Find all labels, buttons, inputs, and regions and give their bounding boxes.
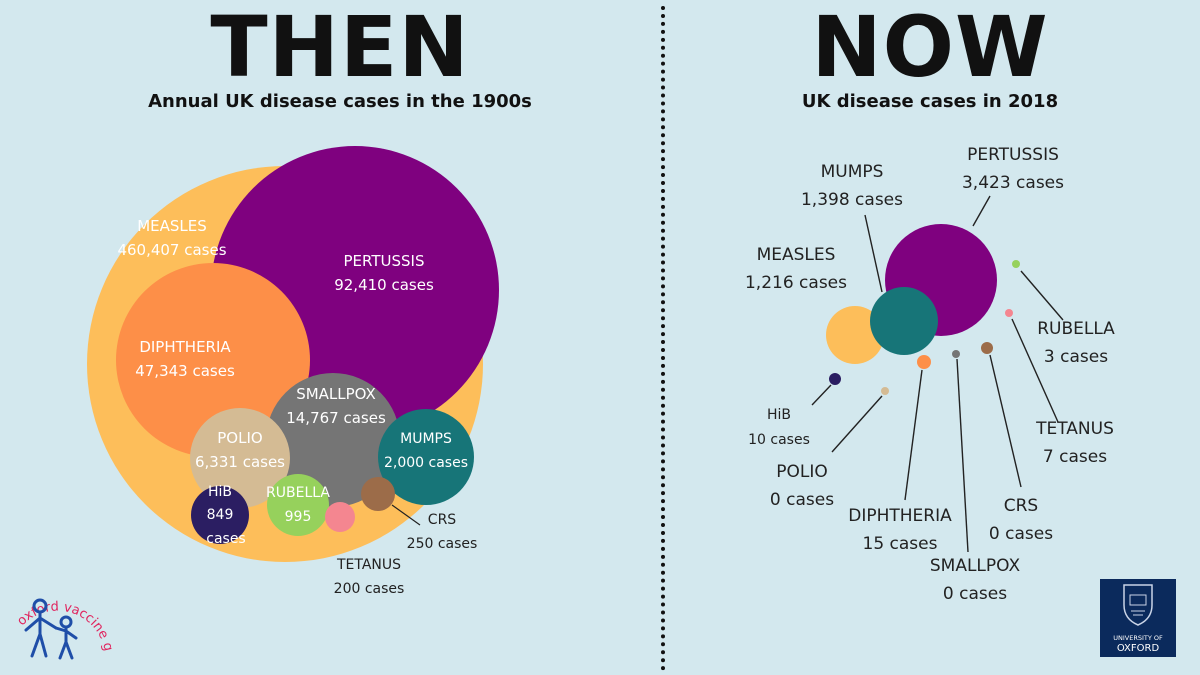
then-bubble-chart: MEASLES 460,407 cases PERTUSSIS 92,410 case… — [87, 146, 499, 597]
ovg-logo-text: oxford vaccine group — [12, 566, 116, 653]
then-bubble-hib — [191, 486, 249, 544]
now-label-hib: HiB — [767, 407, 791, 423]
now-label-polio: POLIO — [776, 462, 828, 482]
oxford-logo-line2: OXFORD — [1117, 643, 1160, 654]
now-label-rubella: RUBELLA — [1037, 319, 1115, 339]
then-value-measles: 460,407 cases — [117, 241, 226, 259]
then-label-hib: HiB — [208, 484, 232, 500]
now-bubble-mumps — [870, 287, 938, 355]
oxford-vaccine-group-logo: oxford vaccine group — [12, 566, 116, 660]
then-value-tetanus: 200 cases — [334, 581, 405, 597]
now-leader-smallpox — [956, 358, 969, 553]
then-value-rubella: 995 — [285, 509, 312, 525]
now-label-tetanus: TETANUS — [1035, 419, 1114, 439]
then-value-mumps: 2,000 cases — [384, 455, 468, 471]
now-bubble-tetanus — [1005, 309, 1013, 317]
then-leader-crs — [391, 504, 421, 526]
then-value-polio: 6,331 cases — [195, 453, 285, 471]
then-label-measles: MEASLES — [137, 217, 207, 235]
now-bubble-polio — [881, 387, 889, 395]
now-leader-tetanus — [1011, 318, 1059, 423]
then-bubble-crs — [361, 477, 395, 511]
now-value-polio: 0 cases — [770, 490, 834, 510]
now-label-mumps: MUMPS — [821, 162, 884, 182]
then-subtitle: Annual UK disease cases in the 1900s — [148, 91, 532, 112]
then-label-pertussis: PERTUSSIS — [344, 252, 425, 270]
then-heading: THEN — [210, 0, 470, 96]
now-value-mumps: 1,398 cases — [801, 190, 903, 210]
family-icon — [24, 598, 78, 660]
then-value-smallpox: 14,767 cases — [286, 409, 386, 427]
now-leader-mumps — [864, 214, 883, 293]
then-bubble-smallpox — [266, 373, 400, 507]
now-leader-diphtheria — [904, 369, 923, 501]
now-value-pertussis: 3,423 cases — [962, 173, 1064, 193]
then-value-pertussis: 92,410 cases — [334, 276, 434, 294]
oxford-crest-icon — [1123, 584, 1153, 626]
oxford-logo-line1: UNIVERSITY OF — [1113, 634, 1163, 642]
then-value-diphtheria: 47,343 cases — [135, 362, 235, 380]
now-value-smallpox: 0 cases — [943, 584, 1007, 604]
now-label-crs: CRS — [1004, 496, 1038, 516]
then-label-diphtheria: DIPHTHERIA — [139, 338, 231, 356]
university-of-oxford-logo: UNIVERSITY OF OXFORD — [1100, 579, 1176, 657]
then-bubble-rubella — [267, 474, 329, 536]
now-leader-rubella — [1020, 270, 1064, 321]
now-label-measles: MEASLES — [757, 245, 836, 265]
then-bubble-mumps — [378, 409, 474, 505]
center-divider — [661, 6, 665, 671]
now-bubble-crs — [981, 342, 993, 354]
now-bubble-diphtheria — [917, 355, 931, 369]
then-value-hib: 849 — [207, 507, 234, 523]
now-bubble-smallpox — [952, 350, 960, 358]
now-label-diphtheria: DIPHTHERIA — [848, 506, 952, 526]
then-bubble-polio — [190, 408, 290, 508]
then-value-crs: 250 cases — [407, 536, 478, 552]
then-bubble-tetanus — [325, 502, 355, 532]
now-bubble-hib — [829, 373, 841, 385]
then-unit-hib: cases — [206, 531, 245, 547]
then-label-rubella: RUBELLA — [266, 485, 330, 501]
then-label-polio: POLIO — [217, 429, 262, 447]
now-label-pertussis: PERTUSSIS — [967, 145, 1059, 165]
now-value-hib: 10 cases — [748, 432, 810, 448]
then-label-smallpox: SMALLPOX — [296, 385, 376, 403]
now-subtitle: UK disease cases in 2018 — [801, 91, 1059, 112]
now-bubble-chart: PERTUSSIS 3,423 cases MUMPS 1,398 cases MEAS… — [745, 145, 1115, 604]
now-heading: NOW — [811, 0, 1049, 96]
then-label-mumps: MUMPS — [400, 431, 452, 447]
now-value-tetanus: 7 cases — [1043, 447, 1107, 467]
now-bubble-measles — [826, 306, 884, 364]
now-value-rubella: 3 cases — [1044, 347, 1108, 367]
now-bubble-rubella — [1012, 260, 1020, 268]
now-leader-pertussis — [972, 195, 991, 227]
now-value-measles: 1,216 cases — [745, 273, 847, 293]
now-value-crs: 0 cases — [989, 524, 1053, 544]
then-label-crs: CRS — [428, 512, 457, 528]
now-value-diphtheria: 15 cases — [863, 534, 938, 554]
now-label-smallpox: SMALLPOX — [930, 556, 1021, 576]
now-leader-hib — [811, 384, 832, 406]
then-label-tetanus: TETANUS — [336, 557, 401, 573]
now-leader-polio — [831, 395, 883, 453]
now-leader-crs — [989, 354, 1022, 488]
then-bubble-diphtheria — [116, 263, 310, 457]
